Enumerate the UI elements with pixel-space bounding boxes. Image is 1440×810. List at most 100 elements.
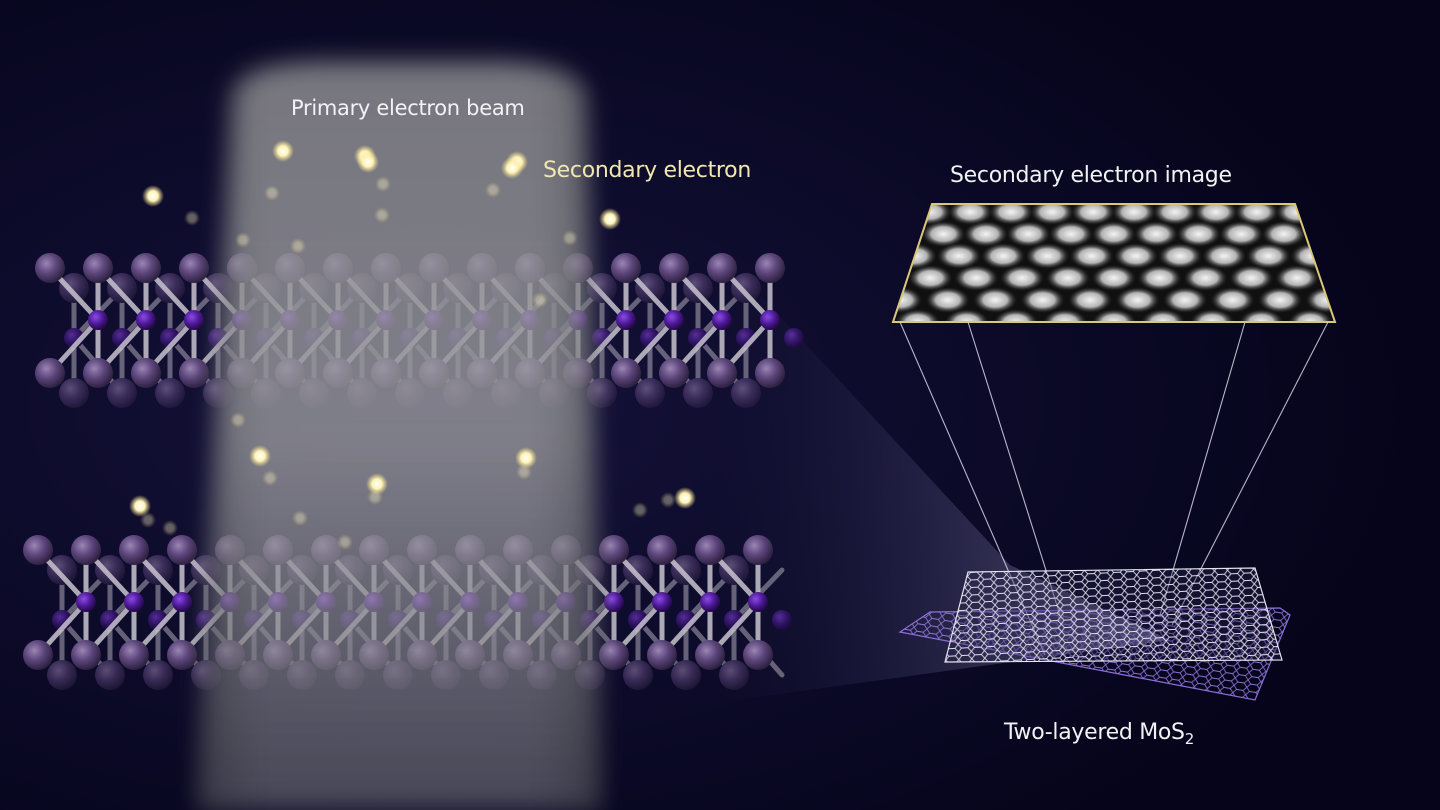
sulfur-atom: [35, 253, 65, 283]
sulfur-atom: [155, 378, 185, 408]
primary-electron-beam: [198, 62, 600, 810]
sulfur-atom: [47, 660, 77, 690]
electron: [632, 502, 648, 518]
electron: [249, 445, 271, 467]
two-layer-lattice: [898, 567, 1291, 701]
sulfur-atom: [167, 640, 197, 670]
electron: [516, 464, 532, 480]
image-intensity-spot: [973, 287, 1018, 313]
sulfur-atom: [131, 253, 161, 283]
image-intensity-spot: [1193, 204, 1238, 225]
sulfur-atom: [623, 660, 653, 690]
sulfur-atom: [83, 358, 113, 388]
sulfur-atom: [155, 273, 185, 303]
sulfur-atom: [743, 640, 773, 670]
electron: [272, 140, 294, 162]
image-intensity-spot: [1258, 287, 1303, 313]
sulfur-atom: [707, 358, 737, 388]
electron: [140, 512, 156, 528]
sulfur-atom: [719, 660, 749, 690]
sulfur-atom: [755, 358, 785, 388]
sulfur-atom: [95, 555, 125, 585]
sulfur-atom: [587, 273, 617, 303]
image-intensity-spot: [1158, 243, 1203, 269]
image-intensity-spot: [1092, 309, 1136, 322]
electron: [230, 412, 246, 428]
electron: [262, 470, 278, 486]
image-intensity-spot: [1183, 265, 1228, 291]
sulfur-atom: [635, 273, 665, 303]
sulfur-atom: [83, 253, 113, 283]
sulfur-atom: [755, 253, 785, 283]
image-intensity-spot: [1141, 309, 1186, 322]
image-intensity-spot: [1071, 204, 1116, 225]
image-intensity-spot: [963, 221, 1008, 247]
molybdenum-atom: [604, 592, 624, 612]
two-layered-mos2-label: Two-layered MoS2: [1004, 720, 1194, 748]
electron: [184, 210, 200, 226]
sulfur-atom: [71, 640, 101, 670]
electron: [264, 185, 280, 201]
sulfur-atom: [731, 273, 761, 303]
secondary-image-label: Secondary electron image: [950, 163, 1232, 188]
sulfur-atom: [143, 555, 173, 585]
electron: [374, 207, 390, 223]
electron: [357, 151, 379, 173]
image-intensity-spot: [1030, 204, 1075, 225]
image-intensity-spot: [989, 204, 1034, 225]
sulfur-atom: [743, 535, 773, 565]
molybdenum-atom: [712, 310, 732, 330]
image-intensity-spot: [981, 243, 1026, 269]
image-intensity-spot: [1134, 221, 1179, 247]
image-intensity-spot: [1246, 243, 1291, 269]
sulfur-atom: [635, 378, 665, 408]
image-intensity-spot: [1163, 287, 1208, 313]
molybdenum-atom: [760, 310, 780, 330]
image-intensity-spot: [1275, 265, 1320, 291]
image-intensity-spot: [1049, 221, 1094, 247]
image-intensity-spot: [1045, 265, 1090, 291]
mos2-label-text: Two-layered MoS: [1004, 720, 1185, 745]
image-intensity-spot: [944, 309, 989, 322]
molybdenum-atom: [772, 610, 792, 630]
image-intensity-spot: [1091, 221, 1136, 247]
electron: [660, 492, 676, 508]
electron: [142, 185, 164, 207]
sulfur-atom: [611, 358, 641, 388]
image-intensity-spot: [1219, 221, 1264, 247]
molybdenum-atom: [172, 592, 192, 612]
sulfur-atom: [671, 555, 701, 585]
sulfur-atom: [107, 378, 137, 408]
sulfur-atom: [59, 378, 89, 408]
electron: [515, 447, 537, 469]
image-intensity-spot: [1115, 287, 1160, 313]
image-intensity-spot: [1176, 221, 1221, 247]
sulfur-atom: [23, 640, 53, 670]
sulfur-atom: [71, 535, 101, 565]
sulfur-atom: [179, 358, 209, 388]
sulfur-atom: [647, 535, 677, 565]
primary-beam-label: Primary electron beam: [291, 96, 525, 120]
image-intensity-spot: [1000, 265, 1045, 291]
image-intensity-spot: [1288, 309, 1333, 322]
sulfur-atom: [35, 358, 65, 388]
image-intensity-spot: [1229, 265, 1274, 291]
molybdenum-atom: [136, 310, 156, 330]
sulfur-atom: [179, 253, 209, 283]
sulfur-atom: [683, 378, 713, 408]
image-intensity-spot: [948, 204, 993, 225]
sulfur-atom: [659, 358, 689, 388]
sulfur-atom: [683, 273, 713, 303]
sulfur-atom: [671, 660, 701, 690]
image-intensity-spot: [1261, 221, 1306, 247]
sulfur-atom: [731, 378, 761, 408]
secondary-electrons: [129, 140, 696, 550]
image-intensity-spot: [1137, 265, 1182, 291]
sulfur-atom: [719, 555, 749, 585]
image-intensity-spot: [921, 221, 966, 247]
molybdenum-atom: [700, 592, 720, 612]
sulfur-atom: [107, 273, 137, 303]
sulfur-atom: [623, 555, 653, 585]
electron: [290, 238, 306, 254]
